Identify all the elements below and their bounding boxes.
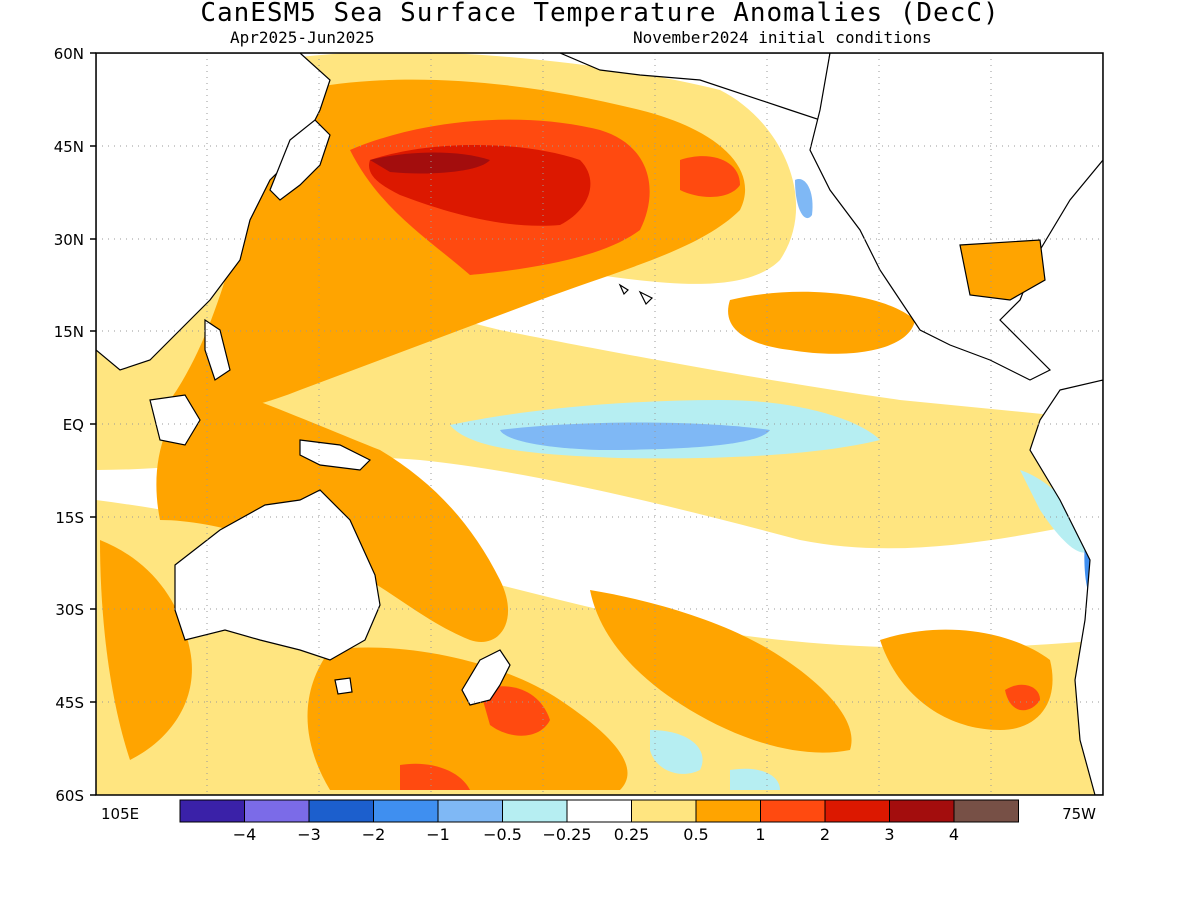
- colorbar: −4 −3 −2 −1 −0.5 −0.25 0.25 0.5 1 2 3 4: [179, 799, 1019, 844]
- colorbar-tick-label: 0.25: [614, 825, 650, 844]
- hawaii-islands: [618, 283, 654, 306]
- colorbar-tick-label: −2: [362, 825, 386, 844]
- new-zealand-landmass: [461, 649, 511, 706]
- moderate-warm-region: [728, 291, 915, 354]
- forecast-period-subtitle: Apr2025-Jun2025: [230, 28, 375, 47]
- philippines-landmass: [204, 318, 231, 381]
- colorbar-tick-label: 2: [820, 825, 830, 844]
- colorbar-swatch: [631, 799, 697, 823]
- new-guinea-landmass: [299, 439, 372, 471]
- gulf-of-mexico-water: [959, 239, 1046, 301]
- tasmania-landmass: [334, 677, 353, 695]
- graticule: [96, 53, 1103, 795]
- colorbar-tick-label: −1: [426, 825, 450, 844]
- borneo-landmass: [149, 394, 201, 446]
- colorbar-swatch: [179, 799, 245, 823]
- colorbar-swatch: [373, 799, 439, 823]
- colorbar-swatch: [437, 799, 503, 823]
- strong-warm-region: [400, 763, 470, 790]
- colorbar-tick-label: 3: [884, 825, 894, 844]
- colorbar-swatch: [824, 799, 890, 823]
- lon-label-right: 75W: [1062, 805, 1096, 823]
- lon-label-left: 105E: [101, 805, 139, 823]
- colorbar-tick-label: 0.5: [683, 825, 708, 844]
- initial-conditions-subtitle: November2024 initial conditions: [633, 28, 932, 47]
- australia-landmass: [174, 489, 381, 661]
- cool-anomaly-region: [795, 179, 813, 219]
- moderate-warm-region: [307, 647, 628, 790]
- moderate-warm-region: [100, 540, 192, 760]
- extreme-warm-region: [370, 152, 490, 174]
- asia-landmass: [96, 53, 331, 371]
- colorbar-swatch: [760, 799, 826, 823]
- lat-label: 45S: [55, 694, 84, 712]
- cool-anomaly-region: [650, 730, 703, 774]
- strong-warm-region: [480, 686, 550, 736]
- colorbar-swatch: [566, 799, 632, 823]
- moderate-warm-region: [880, 629, 1053, 730]
- moderate-warm-region: [590, 590, 852, 753]
- moderate-cool-region: [500, 422, 770, 450]
- japan-landmass: [269, 119, 331, 201]
- colorbar-tick-label: 1: [755, 825, 765, 844]
- lat-label: 60N: [54, 45, 84, 63]
- lat-label: 60S: [55, 787, 84, 805]
- colorbar-tick-label: −3: [297, 825, 321, 844]
- cool-anomaly-region: [730, 768, 780, 790]
- colorbar-swatch: [953, 799, 1019, 823]
- colorbar-tick-label: −0.5: [483, 825, 522, 844]
- cool-anomaly-region: [1020, 470, 1090, 553]
- colorbar-swatch: [889, 799, 955, 823]
- lat-label: 30S: [55, 601, 84, 619]
- north-america-landmass: [809, 53, 1103, 381]
- colorbar-swatch: [308, 799, 374, 823]
- south-america-landmass: [1029, 379, 1103, 795]
- strong-warm-region: [680, 156, 740, 197]
- lat-label: 15S: [55, 509, 84, 527]
- colorbar-tick-label: −4: [233, 825, 257, 844]
- colorbar-tick-label: 4: [949, 825, 959, 844]
- colorbar-swatch: [502, 799, 568, 823]
- colorbar-tick-label: −0.25: [542, 825, 591, 844]
- coastlines: [96, 53, 1103, 795]
- lat-label: 15N: [54, 323, 84, 341]
- colorbar-swatch: [695, 799, 761, 823]
- lat-label: 30N: [54, 231, 84, 249]
- lat-tick-marks: [90, 52, 96, 796]
- lat-label: EQ: [63, 416, 84, 434]
- lat-label: 45N: [54, 138, 84, 156]
- strong-warm-region: [1005, 684, 1040, 711]
- colorbar-swatch: [244, 799, 310, 823]
- chart-title: CanESM5 Sea Surface Temperature Anomalie…: [200, 0, 1000, 28]
